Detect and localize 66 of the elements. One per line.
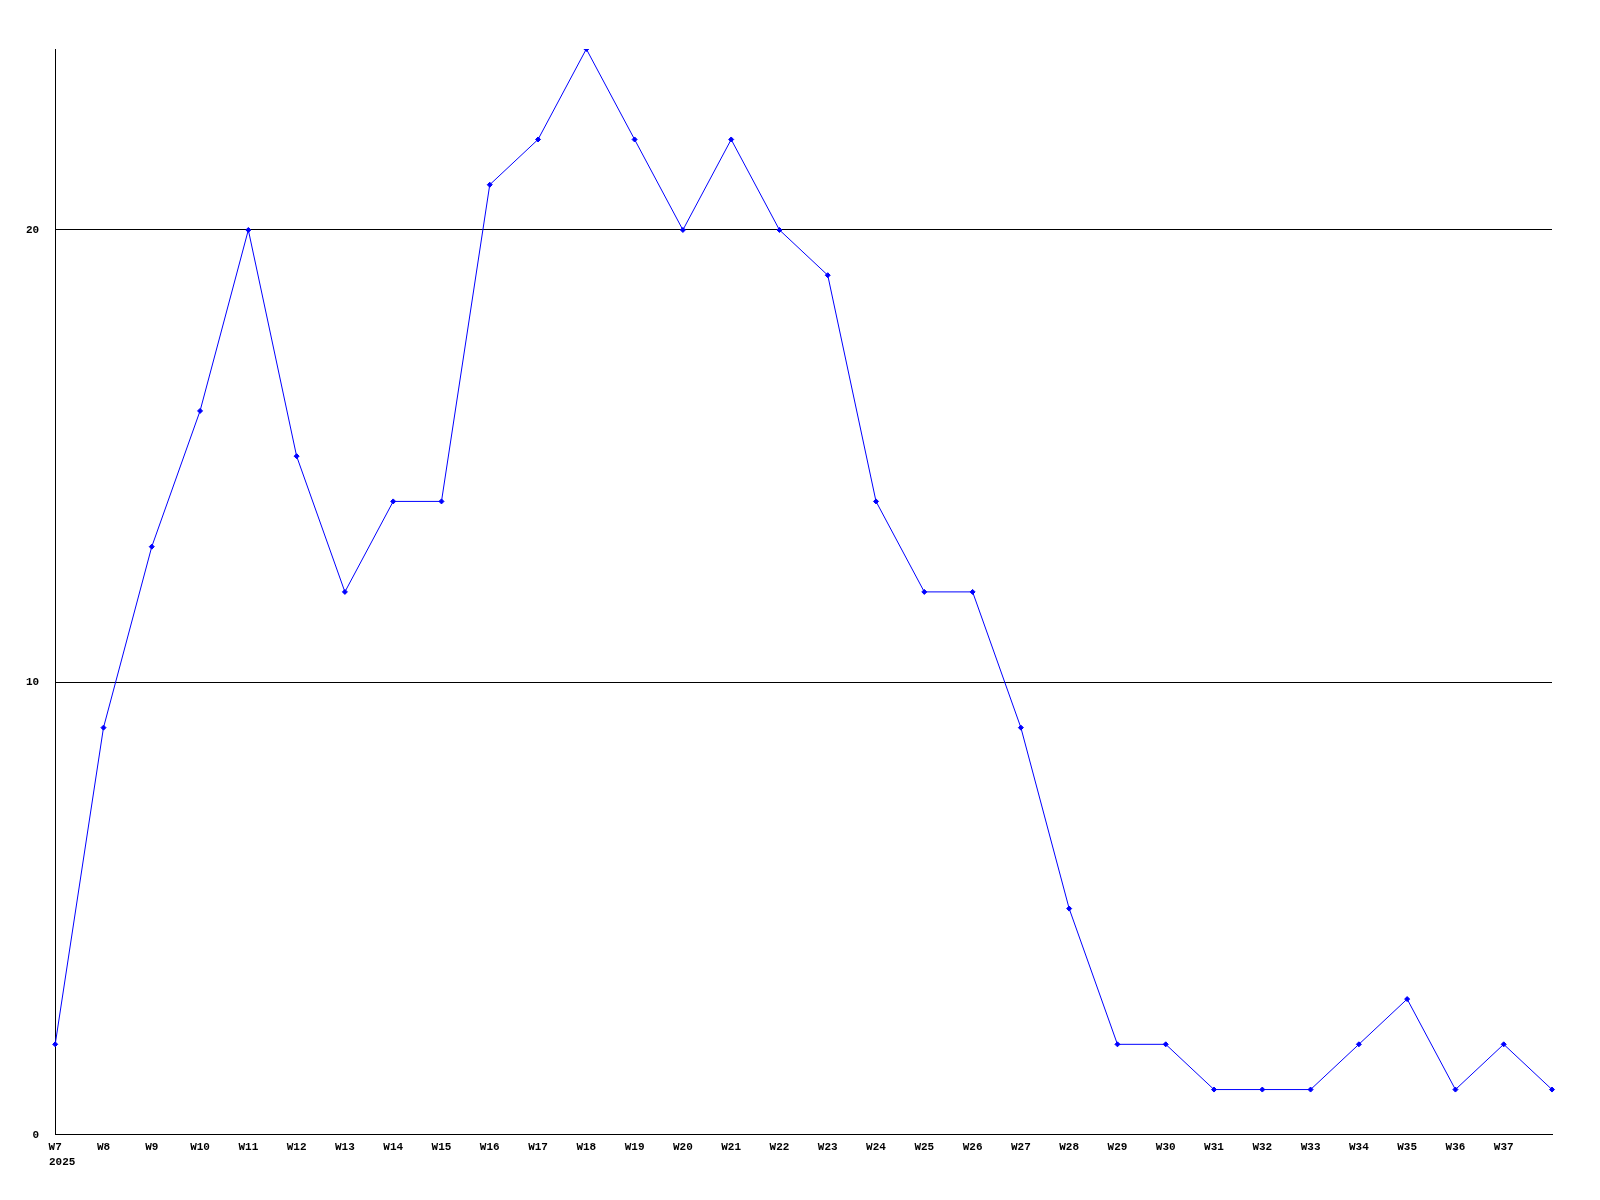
x-tick-label: W20 — [672, 1141, 693, 1154]
point — [1452, 1086, 1459, 1093]
x-tick-label: W14 — [383, 1141, 404, 1154]
point — [1259, 1086, 1266, 1093]
x-tick-label: W34 — [1348, 1141, 1370, 1154]
x-tick-label: W23 — [817, 1141, 839, 1154]
point — [776, 226, 783, 233]
point — [1404, 996, 1411, 1003]
x-tick-label: W33 — [1300, 1141, 1321, 1154]
x-tick-label: W13 — [335, 1141, 356, 1154]
x-tick-label: W28 — [1059, 1141, 1080, 1154]
point — [390, 498, 397, 505]
point — [535, 136, 542, 143]
x-tick-label: W22 — [769, 1141, 790, 1154]
x-tick-label: W11 — [238, 1141, 259, 1154]
point — [1162, 1041, 1169, 1048]
point — [341, 588, 348, 595]
x-tick-label: W21 — [721, 1141, 742, 1154]
x-tick-label: W8 — [96, 1141, 111, 1154]
x-tick-label: W31 — [1204, 1141, 1225, 1154]
point — [728, 136, 735, 143]
point — [921, 588, 928, 595]
point — [197, 407, 204, 414]
point — [824, 272, 831, 279]
x-tick-label: W32 — [1252, 1141, 1273, 1154]
x-tick-label: W15 — [431, 1141, 452, 1154]
x-tick-label: W35 — [1397, 1141, 1418, 1154]
point — [1211, 1086, 1218, 1093]
x-tick-label: W16 — [479, 1141, 500, 1154]
text: 2025 — [49, 1156, 76, 1169]
x-tick-label: W19 — [624, 1141, 645, 1154]
point — [873, 498, 880, 505]
y-tick-label: 20 — [26, 223, 40, 236]
x-tick-label: W7 — [48, 1141, 62, 1154]
y-tick-label: 0 — [32, 1128, 40, 1141]
point — [438, 498, 445, 505]
point — [679, 226, 686, 233]
x-tick-label: W29 — [1107, 1141, 1128, 1154]
x-tick-label: W24 — [866, 1141, 887, 1154]
point — [245, 226, 252, 233]
x-tick-label: W9 — [145, 1141, 159, 1154]
point — [1017, 724, 1024, 731]
point — [1307, 1086, 1314, 1093]
point — [969, 588, 976, 595]
x-tick-label: W10 — [190, 1141, 210, 1154]
point — [100, 724, 107, 731]
point — [1114, 1041, 1121, 1048]
point — [1355, 1041, 1362, 1048]
point — [1500, 1041, 1507, 1048]
x-tick-label: W12 — [286, 1141, 307, 1154]
x-tick-label: W25 — [914, 1141, 935, 1154]
x-tick-label: W17 — [528, 1141, 548, 1154]
x-tick-label: W30 — [1155, 1141, 1176, 1154]
point — [1066, 905, 1073, 912]
point — [293, 453, 300, 460]
x-tick-label: W26 — [962, 1141, 983, 1154]
point — [1549, 1086, 1555, 1093]
point — [486, 181, 493, 188]
y-tick-label: 10 — [26, 676, 40, 689]
point — [631, 136, 638, 143]
x-tick-label: W18 — [576, 1141, 597, 1154]
x-tick-label: W27 — [1010, 1141, 1031, 1154]
x-tick-label: W37 — [1493, 1141, 1514, 1154]
x-tick-label: W36 — [1445, 1141, 1466, 1154]
point — [148, 543, 155, 550]
point — [52, 1041, 59, 1048]
